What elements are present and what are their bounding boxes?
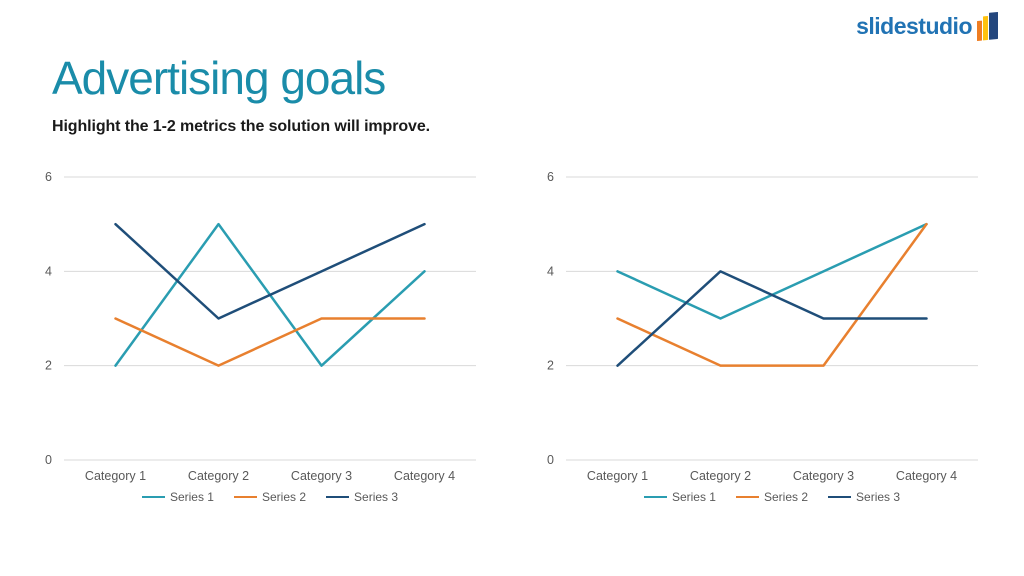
logo-text: slidestudio [856,13,972,39]
legend-item: Series 3 [326,490,398,504]
y-tick-label: 6 [547,170,554,184]
y-tick-label: 0 [547,453,554,467]
chart-plot-area: 0 2 4 6 Category 1 Category 2 Category 3 Catego… [547,170,978,483]
legend-label: Series 1 [169,490,214,504]
line-chart-right: 0 2 4 6 Category 1 Category 2 Category 3 Catego… [522,163,1002,504]
legend-swatch [643,495,667,499]
y-tick-label: 0 [45,453,52,467]
x-category-label: Category 2 [188,469,249,483]
flag-stripe-gold [983,15,988,41]
legend-item: Series 1 [141,490,214,504]
striped-flag-icon [977,11,998,42]
legend-item: Series 2 [233,490,307,504]
page-title: Advertising goals [52,52,386,104]
y-tick-label: 4 [547,264,554,278]
line-chart-left: 0 2 4 6 Category 1 Category 2 Category 3 Catego… [20,163,500,504]
flag-stripe-navy [989,11,998,40]
legend-item: Series 2 [735,490,809,504]
legend-item: Series 1 [643,490,716,504]
y-tick-label: 4 [45,264,52,278]
x-category-label: Category 3 [793,469,854,483]
y-tick-label: 2 [45,359,52,373]
legend-item: Series 3 [828,490,900,504]
legend-label: Series 3 [354,490,399,504]
y-tick-label: 6 [45,170,52,184]
legend-swatch [141,495,165,499]
logo: slidestudio [856,11,998,42]
legend-swatch [326,495,350,499]
x-category-label: Category 1 [587,469,648,483]
legend-label: Series 2 [261,490,307,504]
x-category-label: Category 2 [690,469,751,483]
legend-swatch [828,495,852,499]
x-category-label: Category 4 [394,469,455,483]
series-line-series-2 [114,317,426,367]
page-subtitle: Highlight the 1-2 metrics the solution w… [52,118,430,135]
series-line-series-3 [616,270,928,367]
legend-label: Series 2 [763,490,809,504]
chart-plot-area: 0 2 4 6 Category 1 Category 2 Category 3 Catego… [45,170,476,483]
x-category-label: Category 1 [85,469,146,483]
chart-legend: Series 1 Series 2 Series 3 [566,490,978,504]
legend-label: Series 1 [671,490,716,504]
legend-swatch [735,495,759,499]
chart-legend: Series 1 Series 2 Series 3 [64,490,476,504]
x-category-label: Category 4 [896,469,957,483]
x-category-label: Category 3 [291,469,352,483]
y-tick-label: 2 [547,359,554,373]
legend-label: Series 3 [856,490,901,504]
series-line-series-2 [616,222,928,367]
flag-stripe-orange [977,20,982,42]
legend-swatch [233,495,257,499]
series-line-series-3 [114,222,426,320]
